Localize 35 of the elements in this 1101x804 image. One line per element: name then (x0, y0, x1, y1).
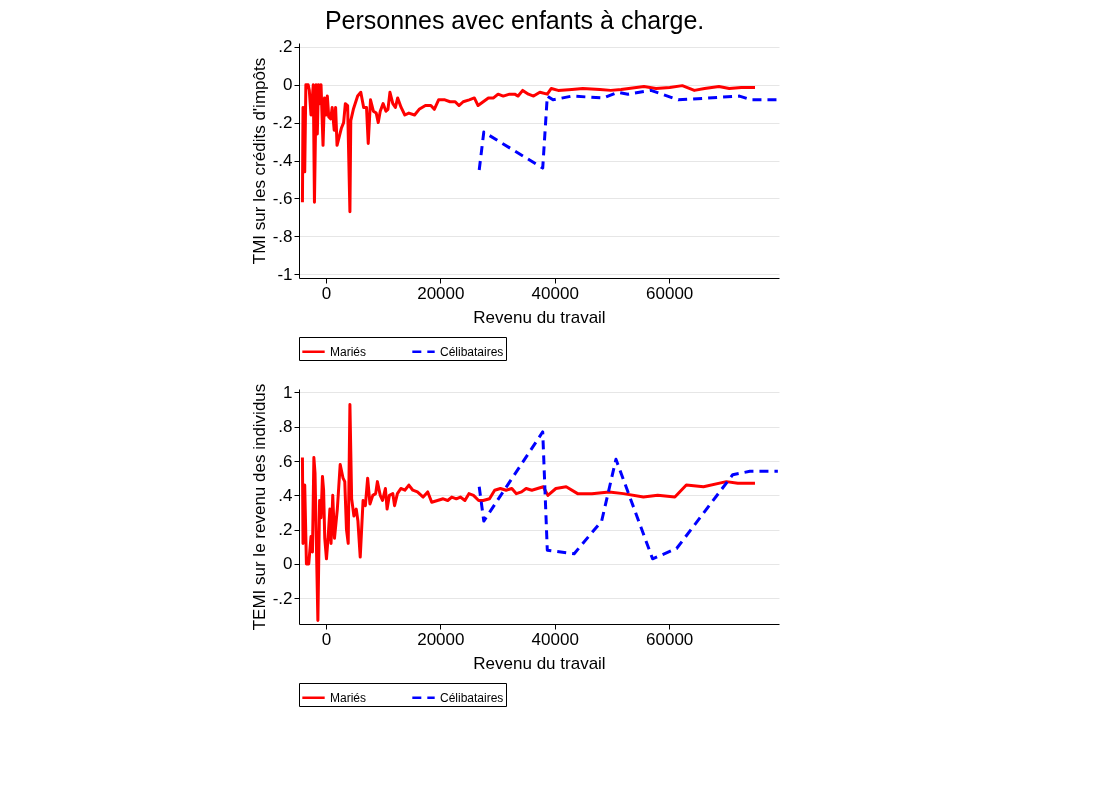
line-series (300, 402, 757, 623)
y-tick-label: 1 (283, 382, 293, 402)
x-tick-label: 40000 (531, 283, 579, 303)
x-tick-label: 20000 (417, 283, 465, 303)
x-tick-label: 0 (321, 283, 332, 303)
x-tick-label: 40000 (531, 629, 579, 649)
y-tick-label: -.2 (272, 588, 293, 608)
x-tick-label: 60000 (646, 283, 694, 303)
y-tick-label: 0 (283, 554, 293, 574)
y-axis-title: TEMI sur le revenu des individus (249, 383, 269, 631)
y-tick-label: -1 (277, 264, 293, 284)
legend-label: Célibataires (440, 690, 504, 705)
x-tick-label: 20000 (417, 629, 465, 649)
legend-label: Célibataires (440, 344, 504, 359)
line-series (477, 88, 779, 172)
y-tick-label: -.8 (272, 226, 293, 246)
x-axis-title: Revenu du travail (473, 653, 606, 673)
x-tick-label: 60000 (646, 629, 694, 649)
line-series (477, 430, 779, 561)
y-tick-label: -.6 (272, 188, 293, 208)
x-tick-label: 0 (321, 629, 332, 649)
y-tick-label: -.4 (272, 151, 293, 170)
y-tick-label: .2 (278, 520, 293, 540)
y-tick-label: 0 (283, 75, 293, 95)
y-tick-label: -.2 (272, 113, 293, 133)
y-tick-label: .6 (278, 451, 293, 471)
y-tick-label: .4 (278, 485, 293, 505)
chart-title: Personnes avec enfants à charge. (324, 5, 705, 34)
y-tick-label: .2 (278, 37, 293, 57)
line-series (300, 83, 757, 214)
y-tick-label: .8 (278, 417, 293, 437)
x-axis-title: Revenu du travail (473, 307, 606, 327)
legend-label: Mariés (330, 690, 367, 705)
legend-label: Mariés (330, 344, 367, 359)
y-axis-title: TMI sur les crédits d'impôts (249, 57, 269, 265)
